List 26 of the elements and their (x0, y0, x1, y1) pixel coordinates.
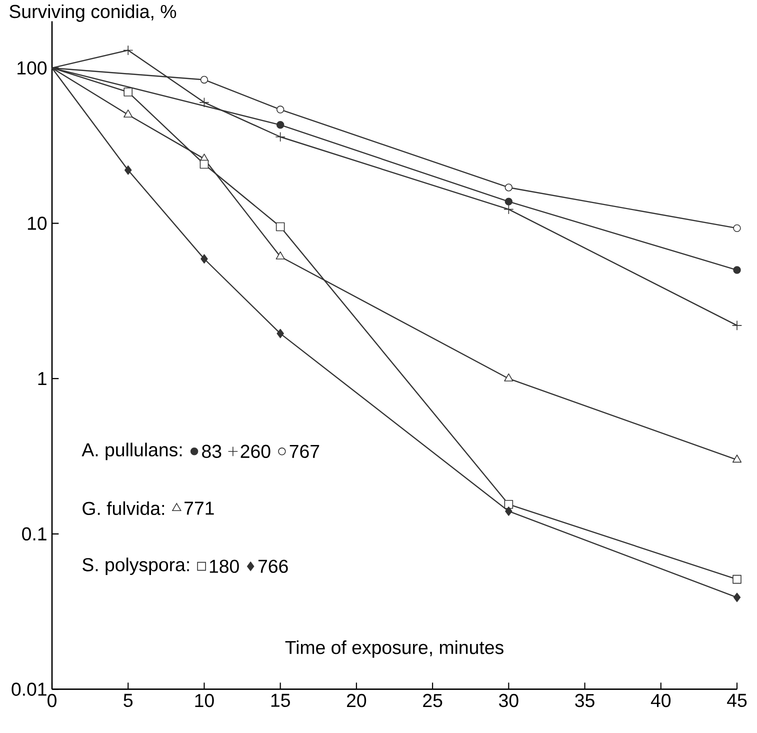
x-tick-label: 20 (347, 694, 366, 708)
y-axis-title: Surviving conidia, % (10, 4, 176, 22)
y-tick-label: 0.01 (12, 682, 46, 696)
annotation: S. polyspora: (82, 558, 189, 575)
y-tick-label: 100 (18, 61, 47, 74)
y-tick-label: 10 (28, 216, 47, 230)
annotation: G. fulvida: (82, 501, 164, 515)
legend-label: 767 (290, 444, 320, 458)
annotation: A. pullulans: (82, 442, 182, 460)
x-tick-label: 40 (650, 694, 671, 708)
y-tick-label: 0.1 (22, 527, 46, 540)
x-tick-label: 35 (575, 694, 594, 708)
x-tick-label: 15 (271, 694, 290, 707)
legend-label: 766 (258, 560, 288, 573)
x-tick-label: 10 (195, 694, 214, 708)
legend-label: 83 (202, 444, 222, 458)
legend-label: 260 (240, 444, 270, 458)
x-tick-label: 45 (727, 694, 747, 707)
y-tick-label: 1 (38, 372, 46, 385)
legend-label: 771 (184, 502, 214, 515)
x-tick-label: 25 (423, 694, 442, 708)
x-tick-label: 0 (48, 694, 56, 708)
x-tick-label: 5 (124, 694, 133, 707)
x-axis-title: Time of exposure, minutes (285, 640, 504, 658)
legend-label: 180 (210, 560, 239, 573)
x-tick-label: 30 (498, 694, 518, 708)
